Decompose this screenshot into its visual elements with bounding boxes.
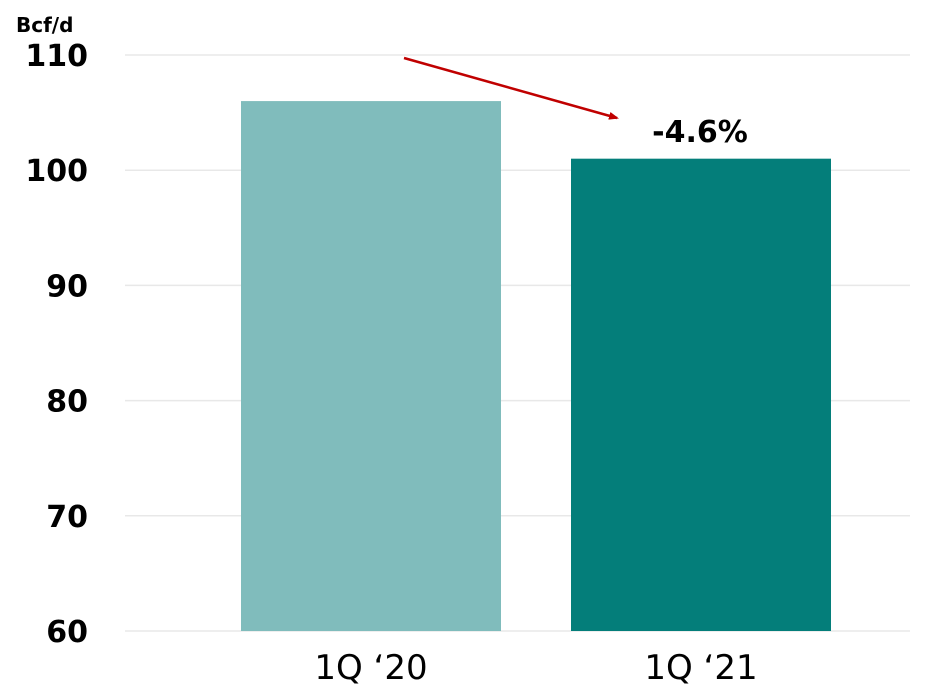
change-annotation: -4.6% (403, 56, 748, 150)
y-tick-label: 100 (25, 154, 88, 189)
x-tick-label: 1Q ‘20 (314, 648, 427, 688)
y-tick-label: 90 (46, 269, 88, 304)
bar-1q-20 (241, 101, 501, 631)
y-tick-label: 80 (46, 385, 88, 420)
bars (241, 101, 831, 631)
y-tick-label: 70 (46, 500, 88, 535)
y-tick-label: 60 (46, 615, 88, 650)
y-tick-label: 110 (25, 39, 88, 74)
y-axis-ticks: 60 70 80 90 100 110 (25, 39, 88, 650)
change-percent-label: -4.6% (652, 115, 748, 150)
bar-1q-21 (571, 158, 831, 631)
x-axis-ticks: 1Q ‘20 1Q ‘21 (314, 648, 757, 688)
x-tick-label: 1Q ‘21 (644, 648, 757, 688)
decline-arrow (403, 56, 619, 120)
y-axis-unit-label: Bcf/d (16, 13, 73, 37)
